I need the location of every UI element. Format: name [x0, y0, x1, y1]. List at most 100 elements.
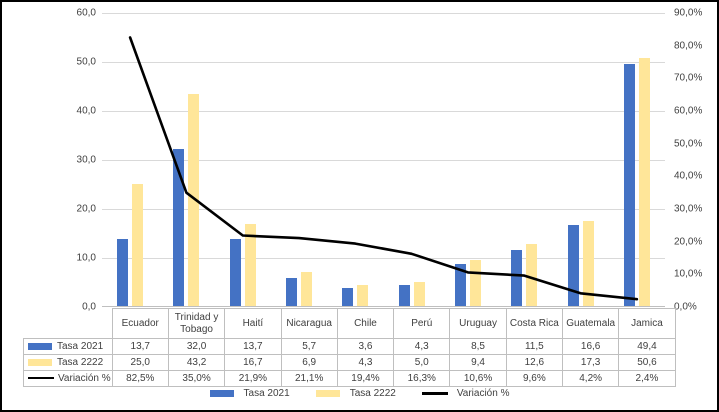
column-header-costa-rica: Costa Rica — [505, 308, 564, 339]
value-variacion-haiti: 21,9% — [224, 370, 282, 387]
legend-item-tasa-2021: Tasa 2021 — [209, 388, 290, 399]
legend-swatch-variacion-line-icon — [421, 392, 448, 395]
legend: Tasa 2021 Tasa 2222 Variación % — [2, 388, 717, 399]
value-tasa-2222-jamica: 50,6 — [618, 354, 676, 371]
value-tasa-2222-peru: 5,0 — [393, 354, 451, 371]
legend-label: Tasa 2222 — [349, 388, 396, 399]
plot-area — [102, 13, 665, 307]
table-row-tasa-2222: Tasa 2222 25,0 43,2 16,7 6,9 4,3 5,0 9,4 12,6 17,… — [23, 354, 676, 371]
value-tasa-2222-haiti: 16,7 — [224, 354, 282, 371]
table-row-tasa-2021: Tasa 2021 13,7 32,0 13,7 5,7 3,6 4,3 8,5 11,5 16,… — [23, 338, 676, 355]
value-tasa-2021-chile: 3,6 — [336, 338, 395, 355]
left-axis-tick-6: 60,0 — [76, 7, 96, 19]
bar-tasa-2021-ecuador — [117, 238, 129, 306]
value-variacion-chile: 19,4% — [336, 370, 395, 387]
right-axis-tick-5: 50,0% — [674, 138, 703, 150]
value-tasa-2222-nicaragua: 6,9 — [280, 354, 338, 371]
legend-swatch-tasa-2021-icon — [209, 390, 234, 397]
value-tasa-2021-haiti: 13,7 — [224, 338, 282, 355]
bar-tasa-2222-guatemala — [582, 221, 594, 306]
column-header-guatemala: Guatemala — [561, 308, 620, 339]
right-axis-tick-3: 30,0% — [674, 203, 703, 215]
gridline-50 — [102, 62, 665, 63]
column-header-uruguay: Uruguay — [449, 308, 507, 339]
column-header-chile: Chile — [336, 308, 395, 339]
right-axis-tick-7: 70,0% — [674, 72, 703, 84]
right-axis-tick-0: 0,0% — [674, 301, 697, 313]
bar-tasa-2021-haiti — [229, 238, 241, 306]
column-header-jamica: Jamica — [618, 308, 676, 339]
right-axis-tick-9: 90,0% — [674, 7, 703, 19]
gridline-30 — [102, 160, 665, 161]
value-tasa-2222-uruguay: 9,4 — [449, 354, 507, 371]
table-corner-cell — [24, 309, 113, 339]
bar-tasa-2222-jamica — [638, 58, 650, 306]
gridline-10 — [102, 258, 665, 259]
bar-tasa-2222-uruguay — [469, 259, 481, 306]
row-label-text: Tasa 2021 — [57, 340, 104, 352]
value-tasa-2222-trinidad-y-tobago: 43,2 — [167, 354, 226, 371]
table-row-variacion: Variación % 82,5% 35,0% 21,9% 21,1% 19,4% 16,3… — [23, 370, 676, 387]
legend-item-tasa-2222: Tasa 2222 — [315, 388, 396, 399]
row-label-tasa-2021: Tasa 2021 — [23, 338, 113, 355]
value-variacion-trinidad-y-tobago: 35,0% — [167, 370, 226, 387]
bar-tasa-2021-chile — [342, 288, 354, 306]
line-variacion — [128, 36, 639, 301]
bar-tasa-2222-nicaragua — [301, 272, 313, 306]
bar-tasa-2222-trinidad-y-tobago — [188, 94, 200, 306]
table-header-row: Ecuador Trinidad y Tobago Haití Nicaragua Ch… — [24, 308, 676, 339]
key-swatch-variacion-line-icon — [28, 376, 54, 380]
bar-tasa-2222-costa-rica — [526, 244, 538, 306]
value-tasa-2021-uruguay: 8,5 — [449, 338, 507, 355]
legend-label: Tasa 2021 — [243, 388, 290, 399]
left-axis-tick-4: 40,0 — [76, 105, 96, 117]
bar-tasa-2222-peru — [413, 281, 425, 306]
value-tasa-2021-jamica: 49,4 — [618, 338, 676, 355]
right-axis-tick-1: 10,0% — [674, 268, 703, 280]
column-header-nicaragua: Nicaragua — [280, 308, 338, 339]
value-tasa-2021-peru: 4,3 — [393, 338, 451, 355]
row-label-variacion: Variación % — [23, 370, 113, 387]
value-tasa-2021-nicaragua: 5,7 — [280, 338, 338, 355]
row-label-text: Variación % — [58, 372, 111, 384]
value-tasa-2021-guatemala: 16,6 — [561, 338, 620, 355]
value-tasa-2222-ecuador: 25,0 — [111, 354, 169, 371]
bar-tasa-2021-uruguay — [454, 264, 466, 306]
bar-tasa-2021-peru — [398, 284, 410, 306]
value-variacion-jamica: 2,4% — [618, 370, 676, 387]
bar-tasa-2021-costa-rica — [511, 249, 523, 306]
right-axis-tick-4: 40,0% — [674, 170, 703, 182]
legend-swatch-tasa-2222-icon — [315, 390, 340, 397]
value-tasa-2021-costa-rica: 11,5 — [505, 338, 564, 355]
row-label-text: Tasa 2222 — [57, 356, 104, 368]
gridline-20 — [102, 209, 665, 210]
data-table: Ecuador Trinidad y Tobago Haití Nicaragua Ch… — [23, 308, 676, 387]
value-tasa-2222-costa-rica: 12,6 — [505, 354, 564, 371]
bar-tasa-2222-chile — [357, 284, 369, 306]
bar-tasa-2222-haiti — [244, 224, 256, 306]
legend-label: Variación % — [456, 388, 510, 399]
bar-tasa-2021-nicaragua — [286, 278, 298, 306]
left-axis-tick-1: 10,0 — [76, 252, 96, 264]
bar-tasa-2222-ecuador — [132, 183, 144, 306]
bar-tasa-2021-guatemala — [567, 224, 579, 306]
key-swatch-tasa-2021-icon — [28, 342, 52, 350]
gridline-40 — [102, 111, 665, 112]
column-header-ecuador: Ecuador — [111, 308, 169, 339]
column-header-trinidad-y-tobago: Trinidad y Tobago — [167, 308, 226, 339]
bar-tasa-2021-trinidad-y-tobago — [173, 149, 185, 306]
bar-tasa-2021-jamica — [623, 63, 635, 306]
value-variacion-peru: 16,3% — [393, 370, 451, 387]
value-tasa-2021-ecuador: 13,7 — [111, 338, 169, 355]
gridline-60 — [102, 13, 665, 14]
legend-item-variacion: Variación % — [421, 388, 510, 399]
left-axis-tick-3: 30,0 — [76, 154, 96, 166]
value-variacion-ecuador: 82,5% — [111, 370, 169, 387]
right-axis-tick-2: 20,0% — [674, 236, 703, 248]
value-variacion-guatemala: 4,2% — [561, 370, 620, 387]
row-label-tasa-2222: Tasa 2222 — [23, 354, 113, 371]
value-variacion-nicaragua: 21,1% — [280, 370, 338, 387]
left-axis-tick-5: 50,0 — [76, 56, 96, 68]
